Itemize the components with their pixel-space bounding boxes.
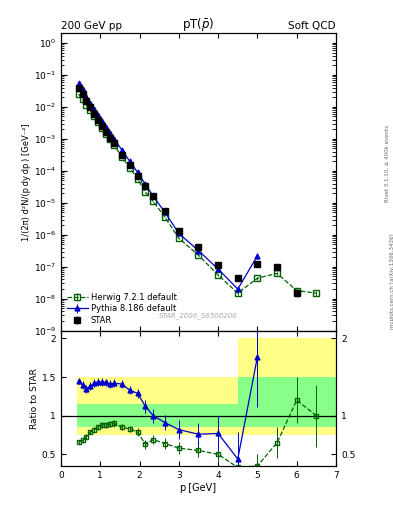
Bar: [140, 377, 159, 435]
Text: Soft QCD: Soft QCD: [288, 20, 336, 31]
Bar: [116, 377, 124, 435]
Bar: [277, 338, 336, 435]
Bar: [218, 377, 238, 435]
Bar: [100, 404, 108, 428]
Legend: Herwig 7.2.1 default, Pythia 8.186 default, STAR: Herwig 7.2.1 default, Pythia 8.186 defau…: [65, 291, 178, 327]
Bar: [198, 404, 218, 428]
Bar: [277, 377, 336, 428]
Y-axis label: Ratio to STAR: Ratio to STAR: [30, 368, 39, 429]
Bar: [92, 404, 100, 428]
Bar: [140, 404, 159, 428]
Bar: [92, 377, 100, 435]
Bar: [124, 404, 140, 428]
Bar: [124, 377, 140, 435]
Bar: [238, 377, 277, 428]
Bar: [100, 377, 108, 435]
Bar: [84, 377, 92, 435]
X-axis label: p [GeV]: p [GeV]: [180, 482, 217, 493]
Bar: [77, 404, 84, 428]
Bar: [77, 377, 84, 435]
Bar: [179, 404, 198, 428]
Text: 200 GeV pp: 200 GeV pp: [61, 20, 122, 31]
Bar: [159, 404, 179, 428]
Y-axis label: 1/(2π) d²N/(p dy dp ) [GeV⁻²]: 1/(2π) d²N/(p dy dp ) [GeV⁻²]: [22, 123, 31, 241]
Bar: [179, 377, 198, 435]
Bar: [116, 404, 124, 428]
Bar: [84, 404, 92, 428]
Title: pT($\bar{p}$): pT($\bar{p}$): [182, 16, 215, 33]
Bar: [238, 338, 277, 435]
Text: Rivet 3.1.10, ≥ 400k events: Rivet 3.1.10, ≥ 400k events: [385, 125, 389, 202]
Bar: [108, 404, 116, 428]
Text: mcplots.cern.ch [arXiv:1306.3436]: mcplots.cern.ch [arXiv:1306.3436]: [390, 234, 393, 329]
Bar: [159, 377, 179, 435]
Bar: [218, 404, 238, 428]
Bar: [108, 377, 116, 435]
Text: STAR_2006_S6500200: STAR_2006_S6500200: [159, 312, 238, 319]
Bar: [198, 377, 218, 435]
